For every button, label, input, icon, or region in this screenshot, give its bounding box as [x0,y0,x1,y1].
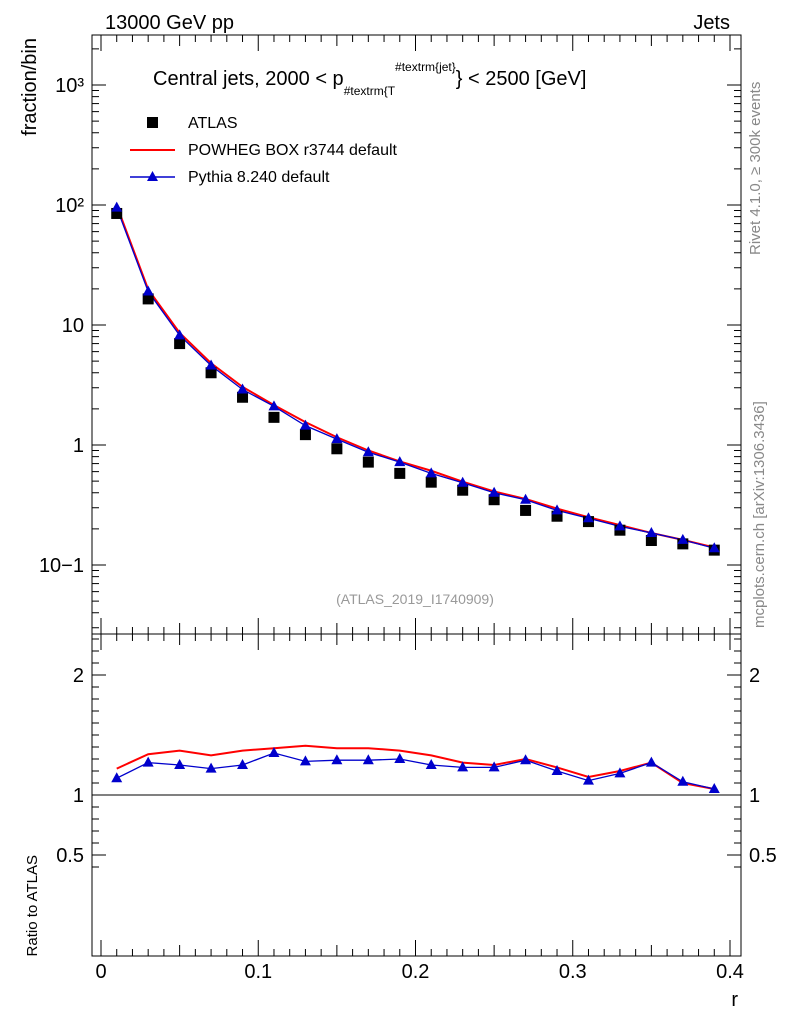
ratio-series-layer [111,744,720,793]
ratio-pythia-point [111,772,123,783]
pythia-data-point [237,383,249,394]
pythia-data-point [645,526,657,537]
ratio-pythia-point [708,783,720,793]
ratio-pythia-point [645,756,657,767]
ratio-powheg-line [116,744,715,790]
ratio-pythia-point [394,753,406,763]
atlas-data-point [299,429,311,441]
main-title: Central jets, 2000 < p#textrm{T#textrm{j… [153,60,586,98]
x-tick-label: 0.3 [559,961,587,983]
pythia-data-point [268,400,280,411]
ratio-pythia-point [331,754,343,765]
pythia-data-point [331,433,343,444]
atlas-data-point [268,411,280,423]
atlas-data-point [362,456,374,468]
main-series-layer [111,201,720,556]
atlas-data-point [645,535,657,547]
pythia-data-point [488,486,500,497]
main-y-tick-label: 10³ [55,75,84,97]
legend-pythia-marker [147,171,158,181]
atlas-data-point [457,484,469,496]
legend-atlas-label: ATLAS [188,115,238,132]
ratio-y-tick-label-right: 0.5 [749,845,777,867]
ratio-pythia-point [142,756,154,767]
ratio-y-tick-label-left: 2 [73,665,84,687]
ratio-pythia-point [205,762,217,773]
pythia-data-point [614,520,626,531]
ratio-y-axis-label: Ratio to ATLAS [24,855,41,956]
atlas-data-point [174,338,186,350]
x-axis-label: r [731,989,738,1011]
ratio-pythia-point [614,767,626,778]
ratio-pythia-point [237,759,249,769]
legend-pythia-label: Pythia 8.240 default [188,169,330,186]
pythia-data-point [520,493,532,504]
x-tick-label: 0 [95,961,106,983]
axes-layer: 10−1 1 10 10² 10³ 0 0.1 0.2 0.3 0.4 0.5 0.5 1 1 2 2 [39,35,777,983]
main-y-tick-label: 1 [73,435,84,457]
pythia-data-point [708,542,720,553]
pythia-data-point [457,476,469,487]
main-y-axis-label: fraction/bin [19,38,41,136]
atlas-data-point [551,510,563,522]
legend-powheg-label: POWHEG BOX r3744 default [188,142,398,159]
ratio-pythia-point [520,754,532,765]
x-tick-label: 0.4 [716,961,744,983]
atlas-data-point [677,538,689,550]
pythia-data-point [551,504,563,515]
ratio-y-tick-label-right: 2 [749,665,760,687]
pythia-data-point [582,512,594,523]
pythia-data-point [299,419,311,430]
atlas-data-point [520,504,532,516]
ratio-pythia-point [457,761,469,772]
legend: ATLAS POWHEG BOX r3744 default Pythia 8.… [130,115,398,186]
ratio-pythia-point [362,754,374,765]
atlas-data-point [331,443,343,455]
atlas-data-point [237,391,249,403]
atlas-data-point [111,207,123,219]
ratio-pythia-point [488,761,500,772]
legend-atlas-marker [147,117,158,128]
powheg-series-line [115,205,715,549]
main-y-tick-label: 10−1 [39,555,84,577]
ratio-pythia-point [582,774,594,785]
mcplots-label: mcplots.cern.ch [arXiv:1306.3436] [751,401,768,628]
analysis-id-label: (ATLAS_2019_I1740909) [336,591,494,607]
ratio-pythia-point [299,755,311,766]
atlas-data-point [425,476,437,488]
x-tick-label: 0.2 [402,961,430,983]
ratio-pythia-point [551,765,563,775]
pythia-data-point [362,446,374,457]
energy-label: 13000 GeV pp [105,12,234,34]
pythia-data-point [425,467,437,478]
process-label: Jets [693,12,730,34]
pythia-data-point [174,329,186,340]
ratio-pythia-line [116,752,715,790]
atlas-data-point [142,293,154,305]
main-y-tick-label: 10 [62,315,84,337]
pythia-data-point [111,201,123,212]
rivet-label: Rivet 4.1.0, ≥ 300k events [747,82,764,255]
x-tick-label: 0.1 [244,961,272,983]
ratio-y-tick-label-left: 0.5 [56,845,84,867]
ratio-pythia-point [425,759,437,769]
ratio-pythia-point [677,775,689,786]
pythia-data-point [142,285,154,296]
atlas-data-point [205,367,217,379]
pythia-data-point [205,359,217,370]
atlas-data-point [488,494,500,506]
ratio-y-tick-label-left: 1 [73,785,84,807]
ratio-pythia-point [268,747,280,757]
atlas-data-point [394,467,406,479]
pythia-data-point [394,456,406,467]
main-y-tick-label: 10² [55,195,84,217]
ratio-y-tick-label-right: 1 [749,785,760,807]
pythia-data-point [677,533,689,544]
ratio-pythia-point [174,759,186,769]
